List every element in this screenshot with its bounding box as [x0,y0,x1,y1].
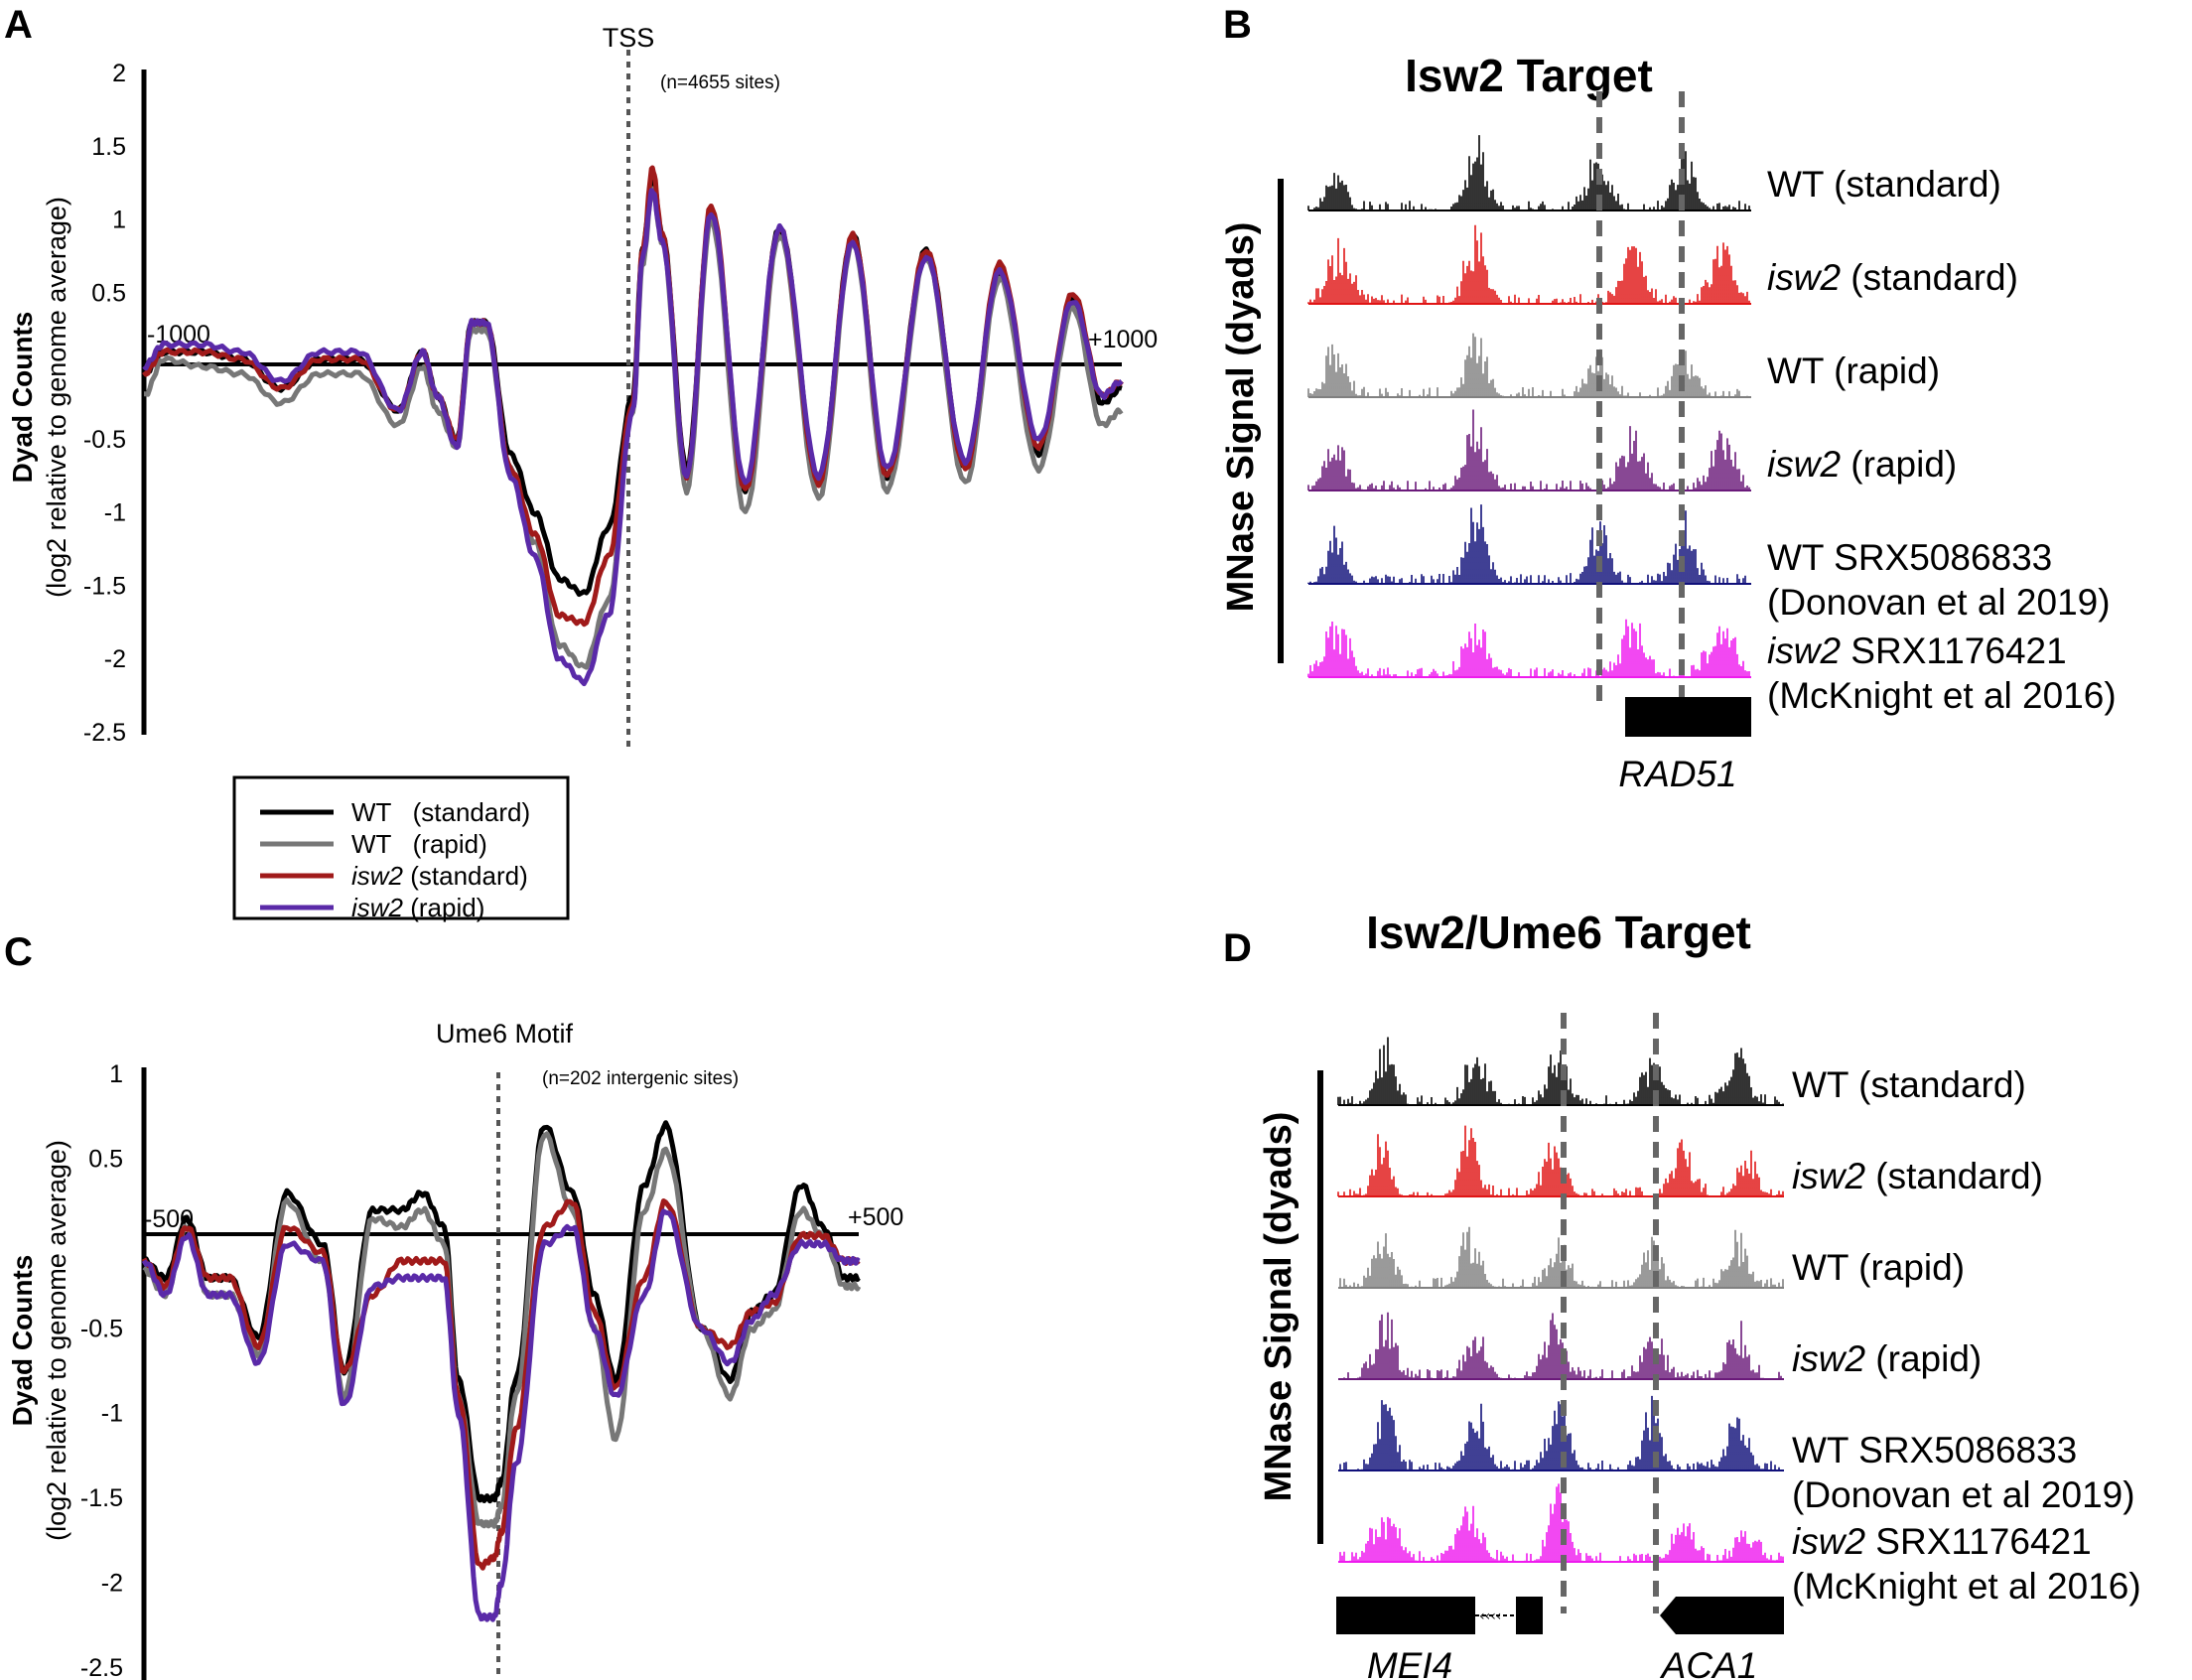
a-y-tick-label: -0.5 [83,426,126,454]
gene-label-rad51: RAD51 [1618,754,1736,794]
c-y-tick-label: 0.5 [88,1145,123,1173]
a-y-tick-label: 1.5 [91,133,126,161]
c-y-tick-label: -2 [101,1570,123,1598]
d-track-signal [1339,1226,1784,1288]
legend: WT (standard) WT (rapid) isw2 (standard)… [232,775,570,922]
b-track-signal [1307,409,1750,490]
a-y-tick-label: 2 [112,60,126,87]
d-track-label: isw2 SRX1176421 [1792,1521,2092,1562]
y-label-c: (log2 relative to genome average) [42,1140,71,1541]
d-track-label-2: (Donovan et al 2019) [1792,1474,2135,1515]
c-y-tick-label: 1 [109,1060,123,1088]
panel-c: C Ume6 Motif (n=202 intergenic sites) -5… [4,930,903,1680]
panel-letter-d: D [1223,926,1252,970]
y-label-b: MNase Signal (dyads) [1220,222,1262,613]
x-end-label-a: +1000 [1088,326,1158,353]
tracks-d: WT (standard) isw2 (standard) WT (rapid) is… [1337,1037,2141,1607]
title-b: Isw2 Target [1405,50,1653,101]
d-track-signal [1339,1483,1784,1562]
site-note-c: (n=202 intergenic sites) [542,1068,739,1089]
d-track-signal [1337,1125,1784,1196]
d-track-label: isw2 (standard) [1792,1156,2043,1196]
a-y-tick-label: 0.5 [91,279,126,307]
b-track-signal [1307,333,1748,397]
b-track-label-2: (McKnight et al 2016) [1767,675,2117,716]
tracks-b: WT (standard) isw2 (standard) WT (rapid) is… [1307,135,2117,716]
y-label-bold-a: Dyad Counts [7,312,38,484]
gene-bar-mei4 [1336,1597,1475,1634]
d-track-signal [1339,1395,1780,1470]
gene-bar-aca1 [1660,1597,1784,1634]
panel-a: A TSS (n=4655 sites) -1000 +1000 21.510.… [4,3,1158,750]
series-group-c [141,1120,862,1622]
a-y-tick-label: -2 [104,645,126,673]
b-track-signal [1307,619,1750,677]
d-track-label: WT (rapid) [1792,1247,1965,1288]
b-track-label: WT (standard) [1767,164,2001,205]
c-y-tick-label: -2.5 [80,1654,123,1680]
ume6-motif-label: Ume6 Motif [436,1019,574,1049]
gene-label-aca1: ACA1 [1660,1645,1758,1680]
tss-label: TSS [603,23,655,53]
c-series-isw2-rapid- [141,1208,861,1622]
b-track-label: isw2 SRX1176421 [1767,630,2067,671]
site-note-a: (n=4655 sites) [660,72,780,93]
b-track-signal [1307,504,1746,584]
b-track-label: WT (rapid) [1767,350,1940,391]
c-y-tick-label: -1 [101,1400,123,1428]
y-label-a: (log2 relative to genome average) [42,197,71,598]
a-y-tick-label: 1 [112,207,126,234]
x-end-label-c: +500 [848,1203,903,1231]
a-y-tick-label: -2.5 [83,719,126,747]
series-group-a [141,165,1124,687]
gene-exon-mei4 [1516,1597,1543,1634]
legend-box [232,775,570,920]
y-label-bold-c: Dyad Counts [7,1255,38,1427]
c-series-isw2-standard- [141,1198,861,1571]
y-label-d: MNase Signal (dyads) [1258,1112,1300,1502]
legend-label-isw2-rapid: isw2 (rapid) [351,893,484,922]
gene-label-mei4: MEI4 [1367,1645,1452,1680]
y-ticks-a: 2 1.5 1 0.5 -0.5 -1 -1.5 -2 -2.5 [83,60,126,747]
d-track-label-2: (McKnight et al 2016) [1792,1566,2141,1607]
panel-letter-c: C [4,930,33,974]
legend-label-wt-rapid: WT (rapid) [351,829,487,859]
a-y-tick-label: -1 [104,499,126,527]
title-d: Isw2/Ume6 Target [1366,907,1751,958]
b-track-signal [1307,224,1750,304]
d-track-label: WT (standard) [1792,1064,2026,1105]
panel-d: D Isw2/Ume6 Target MNase Signal (dyads) … [1223,907,2141,1680]
c-y-tick-label: -0.5 [80,1315,123,1342]
d-track-label: WT SRX5086833 [1792,1430,2077,1470]
d-track-signal [1337,1037,1784,1105]
gene-bar-rad51 [1625,697,1751,737]
b-track-label: WT SRX5086833 [1767,537,2052,578]
b-track-label-2: (Donovan et al 2019) [1767,582,2111,623]
intron-arrows-icon: ‹‹‹‹ [1479,1609,1501,1624]
legend-label-wt-standard: WT (standard) [351,797,530,827]
b-track-signal [1307,135,1750,210]
a-y-tick-label: -1.5 [83,572,126,600]
b-track-label: isw2 (rapid) [1767,444,1957,485]
a-series-isw2-rapid- [142,188,1124,687]
d-track-label: isw2 (rapid) [1792,1338,1982,1379]
c-y-tick-label: -1.5 [80,1484,123,1512]
panel-b: B Isw2 Target MNase Signal (dyads) WT (s… [1220,3,2117,794]
y-ticks-c: 1 0.5 -0.5 -1 -1.5 -2 -2.5 [80,1060,123,1680]
panel-letter-a: A [4,3,33,47]
panel-letter-b: B [1223,3,1252,47]
d-track-signal [1343,1312,1782,1379]
legend-label-isw2-standard: isw2 (standard) [351,861,528,891]
b-track-label: isw2 (standard) [1767,257,2018,298]
